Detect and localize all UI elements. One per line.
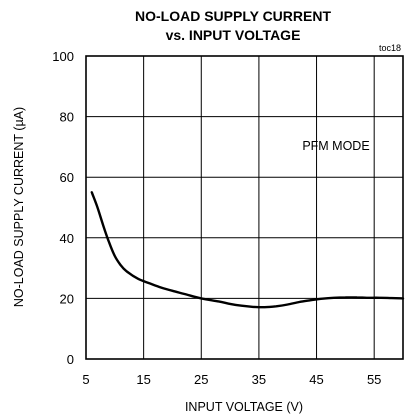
mode-annotation: PFM MODE bbox=[302, 139, 369, 153]
chart-tag: toc18 bbox=[379, 43, 401, 53]
plot-frame bbox=[85, 55, 404, 360]
y-tick-label: 100 bbox=[52, 49, 74, 64]
grid bbox=[85, 55, 404, 360]
x-tick-label: 5 bbox=[82, 372, 89, 387]
y-tick-label: 80 bbox=[60, 110, 74, 125]
x-tick-label: 25 bbox=[194, 372, 208, 387]
series-layer bbox=[90, 191, 405, 309]
chart-title-line2: vs. INPUT VOLTAGE bbox=[166, 27, 301, 43]
supply-current-line bbox=[90, 191, 405, 309]
y-tick-label: 20 bbox=[60, 291, 74, 306]
y-tick-label: 60 bbox=[60, 170, 74, 185]
x-tick-label: 15 bbox=[136, 372, 150, 387]
chart-title-line1: NO-LOAD SUPPLY CURRENT bbox=[135, 8, 331, 24]
tick-labels: 5 15 25 35 45 55 0 20 40 60 80 100 bbox=[52, 49, 381, 387]
x-tick-label: 55 bbox=[367, 372, 381, 387]
x-axis-label: INPUT VOLTAGE (V) bbox=[185, 400, 303, 414]
x-tick-label: 45 bbox=[309, 372, 323, 387]
y-tick-label: 40 bbox=[60, 231, 74, 246]
y-axis-label: NO-LOAD SUPPLY CURRENT (µA) bbox=[12, 107, 26, 307]
y-tick-label: 0 bbox=[67, 352, 74, 367]
x-tick-label: 35 bbox=[252, 372, 266, 387]
